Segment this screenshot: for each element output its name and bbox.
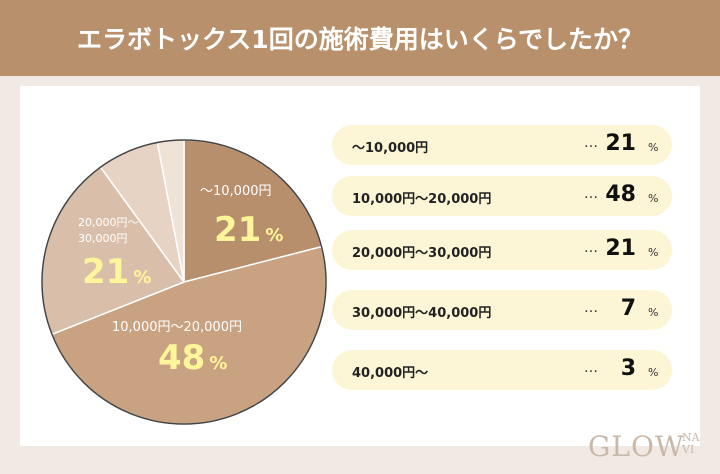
legend-dots: … [584,300,598,316]
slice-label: 〜10,000円 [200,184,272,199]
logo: GLOW [588,430,685,463]
pie-outline [41,139,327,425]
legend-value: 21 [605,131,636,156]
slice-value: 21% [214,210,283,250]
legend-row [332,176,672,216]
slice-value-unit: % [265,225,284,246]
legend-label: 40,000円〜 [352,366,429,381]
chart-title: エラボトックス1回の施術費用はいくらでしたか？ [0,0,720,76]
slice-value: 21% [82,252,151,292]
legend-value: 3 [620,356,636,381]
legend-dots: … [584,240,598,256]
legend-dots: … [584,135,598,151]
slice-label: 20,000円〜30,000円 [78,216,139,245]
legend-row [332,290,672,330]
slice-value-unit: % [209,353,228,374]
slice-value-number: 48 [158,338,206,378]
slice-value-unit: % [133,267,152,288]
legend-value: 21 [605,236,636,261]
legend-dots: … [584,186,598,202]
legend-unit: % [648,306,659,319]
legend-value: 48 [605,182,636,207]
legend-value: 7 [620,296,636,321]
legend-row [332,125,672,165]
legend-label: 20,000円〜30,000円 [352,246,492,261]
legend-unit: % [648,366,659,379]
legend-dots: … [584,360,598,376]
legend-label: 30,000円〜40,000円 [352,306,492,321]
legend-row [332,230,672,270]
legend-label: 〜10,000円 [352,141,429,156]
legend-unit: % [648,141,659,154]
logo-sub: NAVI [682,431,700,456]
legend-row [332,350,672,390]
slice-value: 48% [158,338,227,378]
slice-label: 10,000円〜20,000円 [112,320,242,335]
slice-value-number: 21 [214,210,262,250]
legend-unit: % [648,246,659,259]
legend-label: 10,000円〜20,000円 [352,192,492,207]
legend-unit: % [648,192,659,205]
slice-value-number: 21 [82,252,130,292]
